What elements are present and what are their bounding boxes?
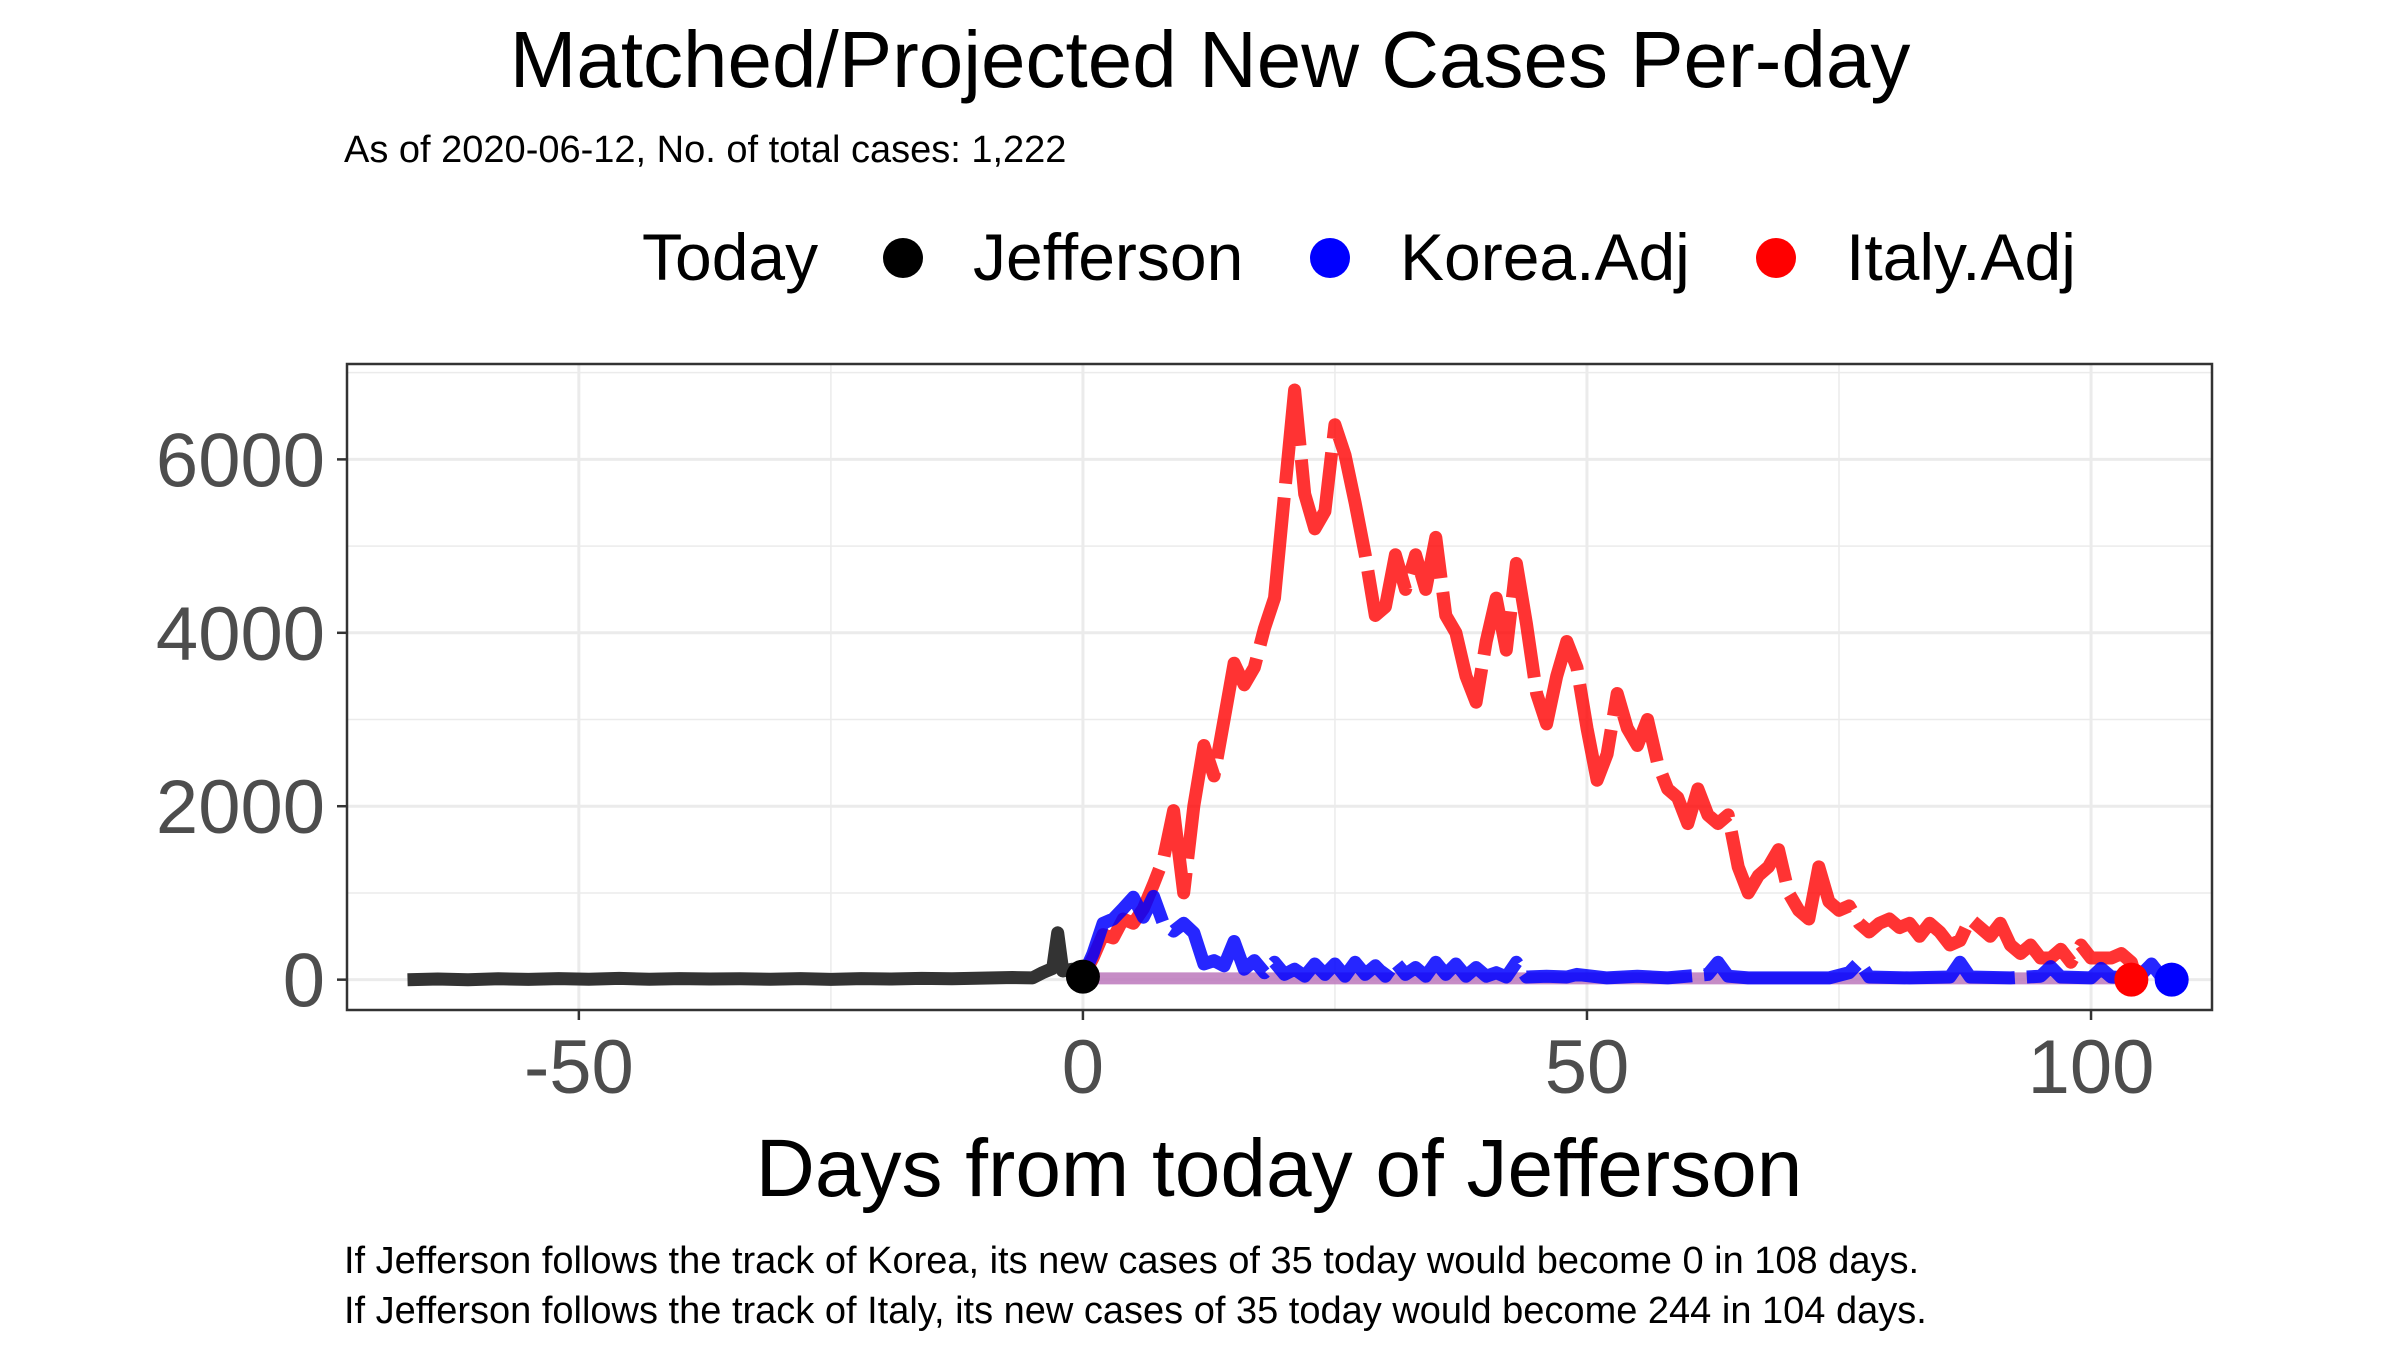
end-marker-italy-adj — [2114, 962, 2149, 997]
point-markers — [1065, 959, 2189, 997]
legend-title: Today — [642, 220, 818, 294]
y-axis-ticks: 0 2000 4000 6000 — [156, 418, 347, 1024]
chart-subtitle: As of 2020-06-12, No. of total cases: 1,… — [344, 129, 1066, 171]
legend-key-korea — [1310, 238, 1350, 278]
x-tick-label: 0 — [1062, 1025, 1104, 1110]
y-tick-label: 4000 — [156, 592, 325, 677]
series-line-italy-adj — [1077, 383, 2143, 982]
x-tick-label: 100 — [2028, 1025, 2155, 1110]
x-tick-label: -50 — [524, 1025, 634, 1110]
series-line-korea-adj — [1076, 889, 2174, 986]
series-line-jefferson — [407, 926, 1087, 987]
x-axis-label: Days from today of Jefferson — [756, 1123, 1803, 1214]
legend-label-italy: Italy.Adj — [1846, 220, 2076, 294]
legend-key-italy — [1756, 238, 1796, 278]
caption-italy: If Jefferson follows the track of Italy,… — [344, 1290, 1927, 1332]
y-tick-label: 0 — [283, 939, 325, 1024]
plot-panel — [345, 362, 2214, 1012]
panel-background — [347, 364, 2212, 1010]
x-axis-ticks: -50 0 50 100 — [524, 1010, 2154, 1110]
legend-key-jefferson — [883, 238, 923, 278]
legend: Today Jefferson Korea.Adj Italy.Adj — [642, 220, 2076, 294]
y-tick-label: 2000 — [156, 765, 325, 850]
legend-label-jefferson: Jefferson — [973, 220, 1243, 294]
chart-title: Matched/Projected New Cases Per-day — [510, 15, 1911, 104]
x-tick-label: 50 — [1545, 1025, 1630, 1110]
y-tick-label: 6000 — [156, 418, 325, 503]
end-marker-korea-adj — [2154, 962, 2189, 997]
today-marker — [1065, 959, 1100, 994]
caption-korea: If Jefferson follows the track of Korea,… — [344, 1240, 1919, 1282]
legend-label-korea: Korea.Adj — [1400, 220, 1690, 294]
panel-border — [345, 362, 2214, 1012]
